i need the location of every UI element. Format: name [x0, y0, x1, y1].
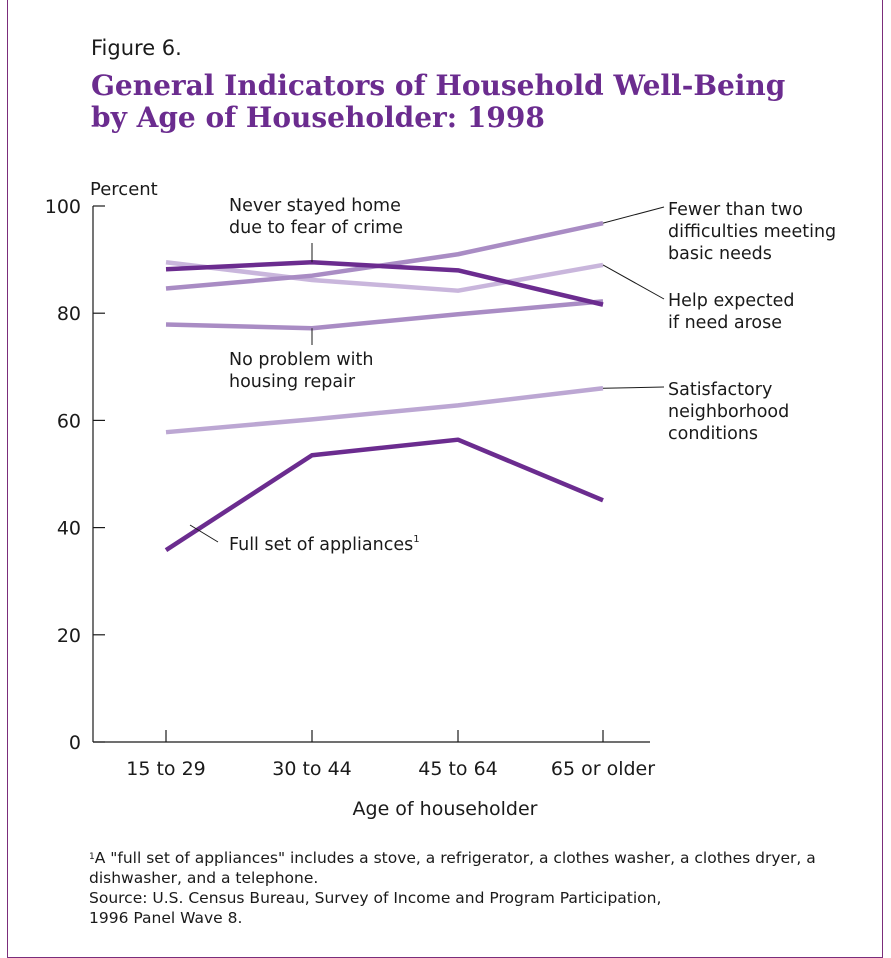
series-label-line: due to fear of crime — [229, 218, 403, 238]
series-label: No problem with housing repair — [229, 350, 373, 392]
y-axis-label: Percent — [90, 179, 158, 200]
series-label-line: difficulties meeting — [668, 222, 836, 242]
series-label-line: No problem with — [229, 350, 373, 370]
leader-line — [602, 206, 665, 224]
series-label: Full set of appliances1 — [229, 534, 420, 555]
series-label-line: basic needs — [668, 244, 772, 264]
footnote: 1A "full set of appliances" includes a s… — [89, 848, 849, 928]
chart-axes: 0 20 40 60 80 100 Percent 15 to 29 30 to 44 45 to… — [45, 179, 656, 820]
y-tick-label: 40 — [57, 518, 81, 540]
y-tick-label: 0 — [69, 732, 81, 754]
source-line-1: Source: U.S. Census Bureau, Survey of In… — [89, 889, 662, 907]
x-tick-label: 15 to 29 — [126, 758, 206, 780]
chart-title-line-2: by Age of Householder: 1998 — [91, 101, 545, 134]
series-label-line: Full set of appliances — [229, 535, 413, 555]
series-label-line: neighborhood — [668, 402, 789, 422]
y-tick-label: 20 — [57, 625, 81, 647]
label-leaders — [189, 206, 665, 543]
x-tick-label: 65 or older — [551, 758, 655, 780]
series-labels: Fewer than two difficulties meeting basic … — [229, 196, 836, 555]
series-lines — [164, 220, 604, 552]
series-label-line: Help expected — [668, 291, 795, 311]
series-label-line: if need arose — [668, 313, 782, 333]
series-label: Help expected if need arose — [668, 291, 795, 333]
series-line — [165, 260, 604, 307]
series-label-line: Satisfactory — [668, 380, 772, 400]
series-label-line: Fewer than two — [668, 200, 803, 220]
series-label-superscript: 1 — [413, 534, 419, 545]
leader-line — [602, 386, 665, 389]
series-label-line: housing repair — [229, 372, 356, 392]
source-line-2: 1996 Panel Wave 8. — [89, 909, 243, 927]
leader-line — [189, 524, 219, 543]
series-label: Fewer than two difficulties meeting basic … — [668, 200, 836, 264]
x-tick-label: 45 to 64 — [418, 758, 498, 780]
footnote-text: 1A "full set of appliances" includes a s… — [89, 848, 849, 888]
series-label: Satisfactory neighborhood conditions — [668, 380, 789, 444]
series-line — [165, 260, 604, 293]
footnote-marker: 1 — [89, 852, 95, 862]
chart-title: General Indicators of Household Well-Bei… — [91, 70, 791, 134]
series-line — [165, 386, 604, 435]
leader-line — [602, 264, 665, 300]
y-tick-label: 100 — [45, 196, 81, 218]
x-axis-label: Age of householder — [353, 798, 538, 820]
y-tick-label: 60 — [57, 410, 81, 432]
series-label-line: Never stayed home — [229, 196, 401, 216]
y-tick-label: 80 — [57, 303, 81, 325]
footnote-body: A "full set of appliances" includes a st… — [89, 849, 816, 887]
series-line — [165, 299, 604, 331]
figure-label: Figure 6. — [91, 36, 182, 60]
series-label-line: conditions — [668, 424, 758, 444]
chart-title-line-1: General Indicators of Household Well-Bei… — [91, 69, 786, 102]
series-line — [164, 437, 604, 552]
series-label: Never stayed home due to fear of crime — [229, 196, 403, 238]
x-tick-label: 30 to 44 — [272, 758, 352, 780]
